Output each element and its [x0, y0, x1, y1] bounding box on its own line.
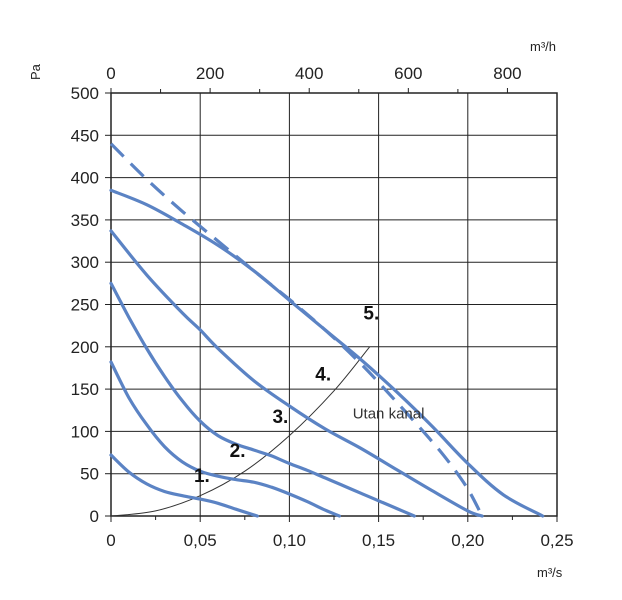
curve-label-5: 5. [363, 304, 379, 325]
y-tick-label: 350 [71, 211, 99, 230]
y-tick-label: 250 [71, 296, 99, 315]
y-tick-label: 450 [71, 126, 99, 145]
y-axis-label: Pa [28, 63, 43, 80]
y-tick-label: 50 [80, 465, 99, 484]
system-curve-label: Utan kanal [353, 406, 425, 423]
y-tick-label: 500 [71, 84, 99, 103]
x2-tick-label: 800 [493, 64, 521, 83]
y-tick-label: 200 [71, 338, 99, 357]
x-tick-label: 0 [106, 531, 115, 550]
fan-curve-5 [109, 188, 545, 518]
y-tick-label: 300 [71, 253, 99, 272]
grid [105, 88, 558, 522]
curve-label-2: 2. [230, 441, 246, 462]
system-curve [110, 346, 371, 517]
fan-curve-1 [109, 453, 259, 518]
x2-tick-label: 200 [196, 64, 224, 83]
x-tick-label: 0,05 [184, 531, 217, 550]
y-tick-label: 400 [71, 169, 99, 188]
x-tick-label: 0,20 [451, 531, 484, 550]
x2-tick-label: 0 [106, 64, 115, 83]
curve-label-3: 3. [272, 407, 288, 428]
curve-label-1: 1. [194, 466, 210, 487]
curve-label-4: 4. [315, 365, 331, 386]
x-tick-label: 0,25 [540, 531, 573, 550]
labels: 0 50 100 150 200 250 300 350 400 450 500 0 0,05 0,10 0… [71, 64, 574, 550]
x2-axis-label: m³/h [530, 39, 556, 54]
fan-curve-3 [109, 281, 416, 518]
dashed-curve [109, 142, 484, 517]
x2-tick-label: 400 [295, 64, 323, 83]
fan-curve-2 [109, 360, 341, 518]
x-tick-label: 0,15 [362, 531, 395, 550]
x2-tick-label: 600 [394, 64, 422, 83]
y-tick-label: 100 [71, 422, 99, 441]
y-tick-label: 150 [71, 380, 99, 399]
curves [109, 142, 545, 518]
x-tick-label: 0,10 [273, 531, 306, 550]
plot-border [110, 92, 558, 517]
y-tick-label: 0 [90, 507, 99, 526]
fan-curve-4 [109, 229, 484, 518]
x-axis-label: m³/s [537, 565, 563, 580]
